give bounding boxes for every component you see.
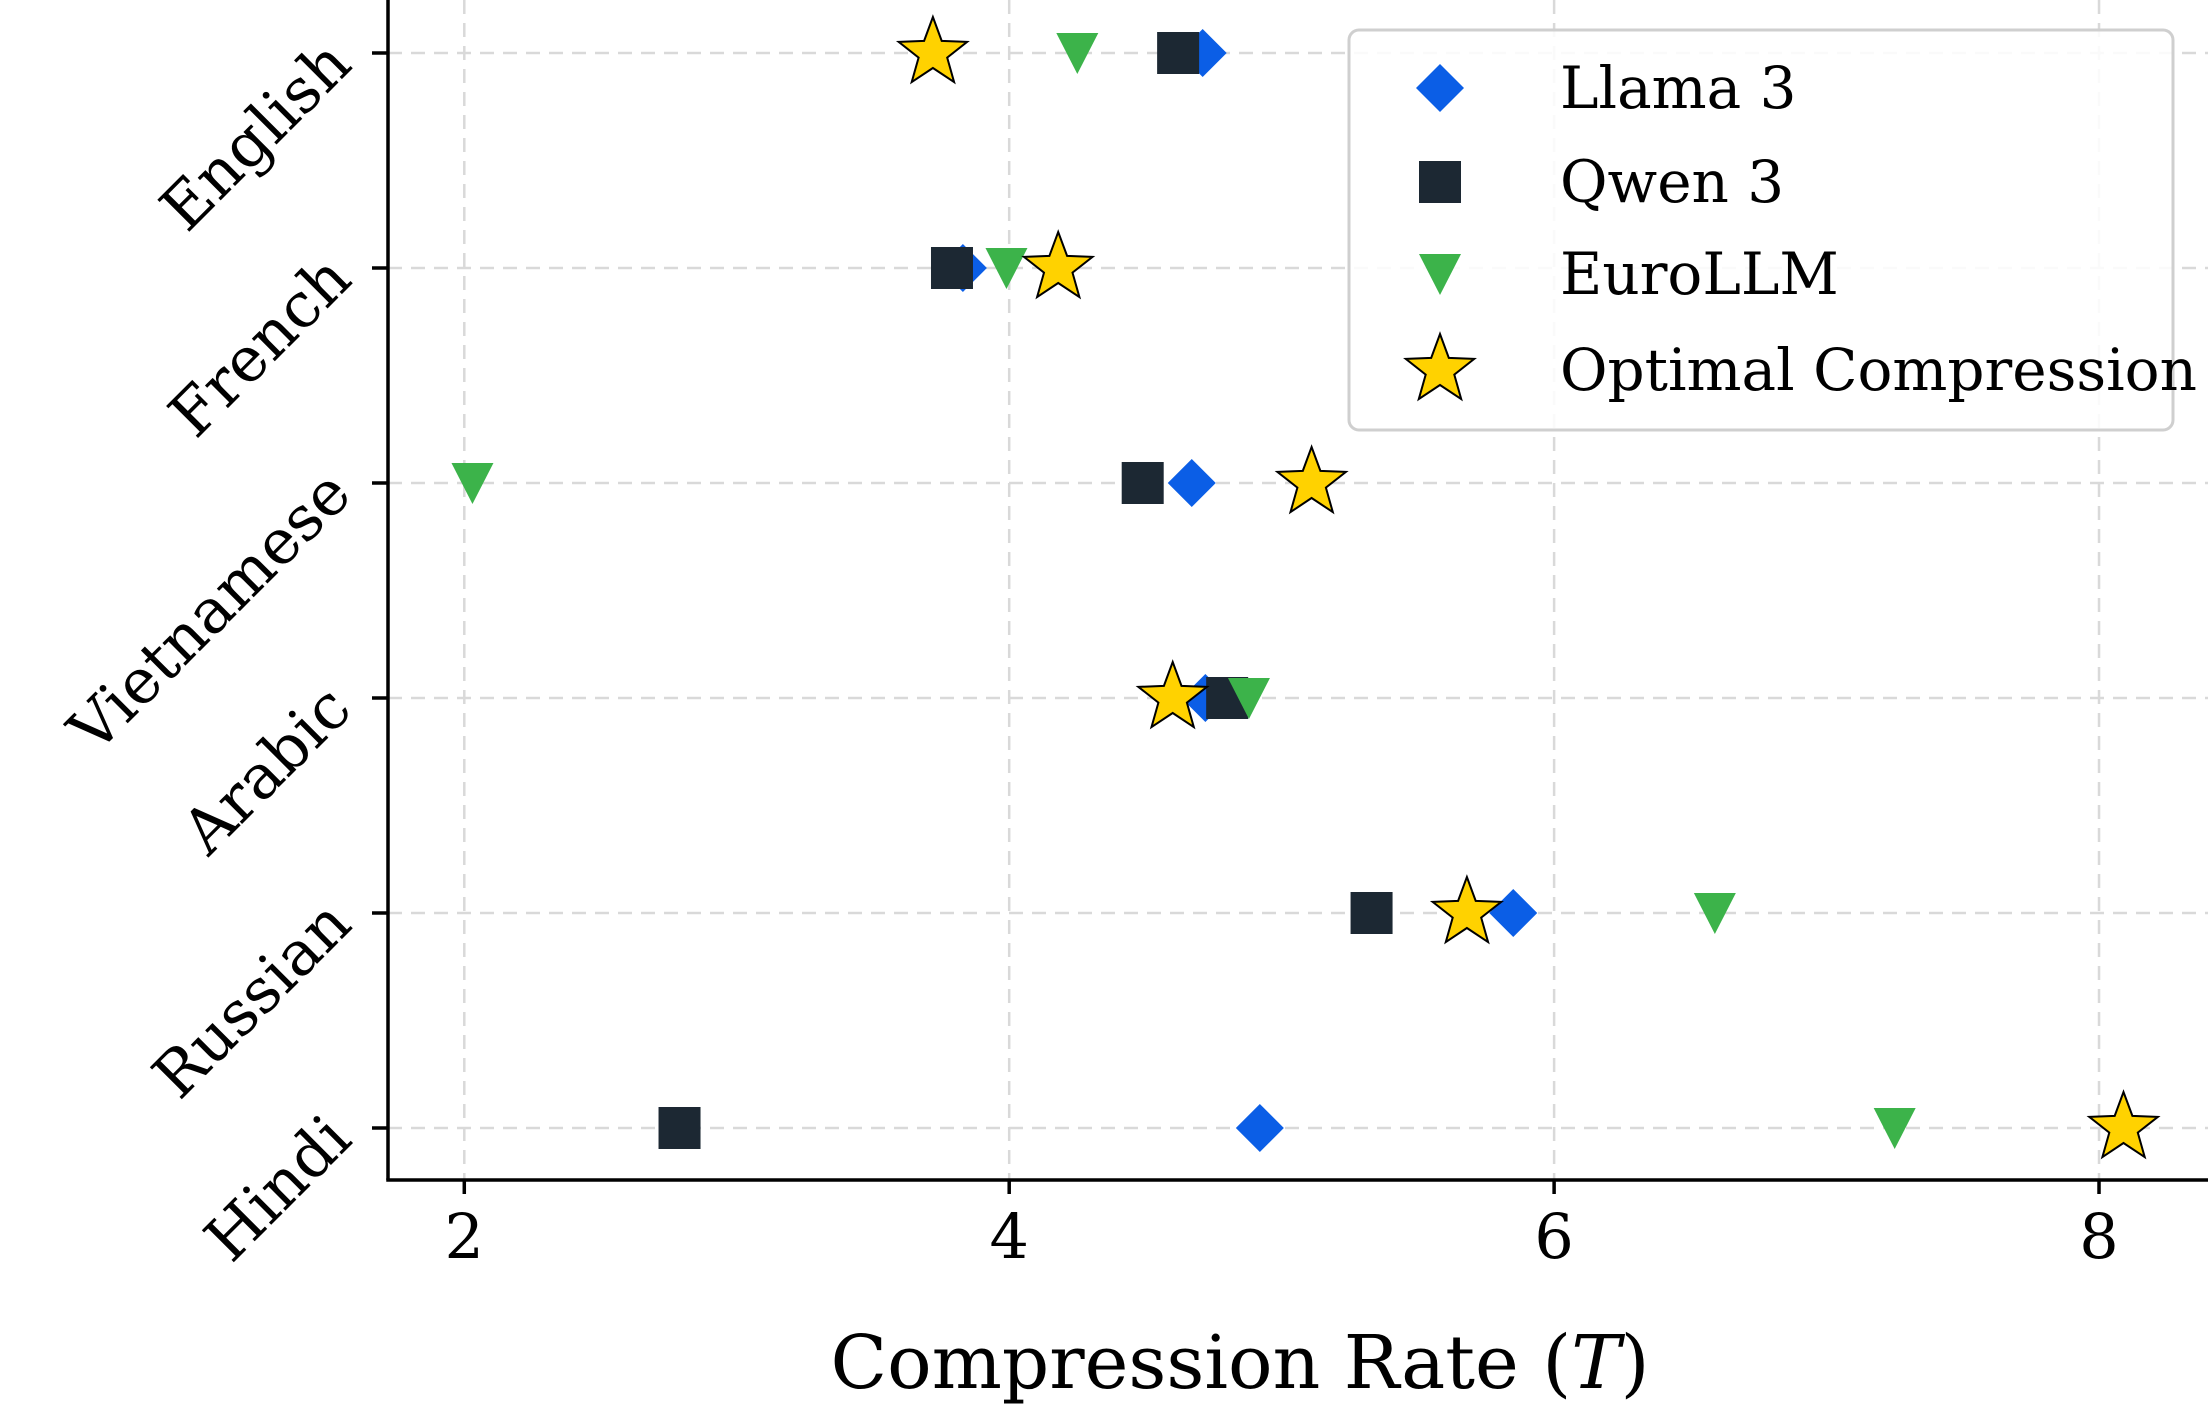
y-tick-label: Russian [138,886,364,1112]
series-eurollm [451,33,1916,1149]
x-tick-label: 8 [2079,1200,2118,1273]
x-axis-title-prefix: Compression Rate ( [831,1320,1572,1406]
triangle-down-point [451,463,494,504]
legend-star-icon [1403,331,1477,402]
square-point [1121,462,1164,504]
star-point [895,14,970,85]
square-point [1157,32,1200,74]
series-qwen-3 [658,32,1393,1149]
legend-triangle-down-icon [1419,254,1461,295]
legend-label: Optimal Compression [1560,336,2197,404]
x-tick-label: 2 [445,1200,484,1273]
x-tick-label: 4 [989,1200,1028,1273]
star-point [1429,874,1504,945]
diamond-point [1167,459,1216,507]
x-axis-title-variable: T [1571,1320,1625,1406]
y-tick-label: Arabic [167,671,365,869]
x-axis-title-suffix: ) [1621,1320,1650,1406]
square-point [1350,892,1393,934]
triangle-down-point [1873,1108,1916,1149]
legend-diamond-icon [1416,64,1464,112]
star-point [1021,229,1096,300]
y-tick-label: English [146,26,365,245]
legend-label: EuroLLM [1560,240,1839,308]
triangle-down-point [1227,678,1270,719]
series-optimal-compression [895,14,2161,1160]
axes [386,0,2208,1182]
diamond-point [1235,1104,1284,1152]
legend-label: Llama 3 [1560,54,1797,122]
legend: Llama 3 Qwen 3 EuroLLM Optimal Compression [1347,28,2197,432]
triangle-down-point [1693,893,1736,934]
legend-label: Qwen 3 [1560,148,1784,216]
y-tick-label: Hindi [190,1101,364,1275]
star-point [1135,659,1210,730]
legend-square-icon [1419,161,1461,203]
x-tick-label: 6 [1534,1200,1573,1273]
data-points [451,14,2161,1160]
y-tick-label: French [155,241,365,451]
square-point [930,247,973,289]
star-point [1274,444,1349,515]
star-point [2086,1089,2161,1160]
x-axis-title: Compression Rate (T) [831,1320,1650,1406]
diamond-point [1489,889,1538,937]
square-point [658,1107,701,1149]
triangle-down-point [1056,33,1099,74]
triangle-down-point [985,248,1028,289]
legend-frame [1347,28,2175,432]
y-tick-labels: EnglishFrenchVietnameseArabicRussianHind… [53,26,388,1275]
x-tick-labels: 2 4 6 8 [445,1180,2119,1273]
